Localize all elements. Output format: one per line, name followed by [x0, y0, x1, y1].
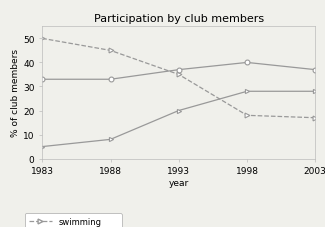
X-axis label: year: year	[169, 178, 189, 187]
Y-axis label: % of club members: % of club members	[11, 49, 20, 137]
Legend: swimming, team sports, gym activities: swimming, team sports, gym activities	[25, 213, 122, 227]
Title: Participation by club members: Participation by club members	[94, 14, 264, 24]
